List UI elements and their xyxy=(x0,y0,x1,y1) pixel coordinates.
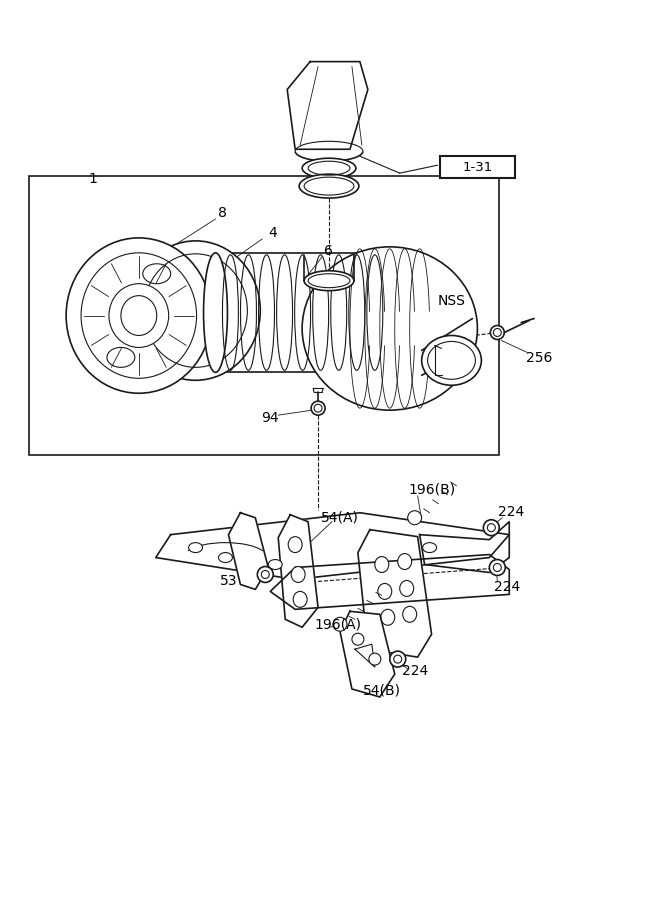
Text: NSS: NSS xyxy=(438,293,466,308)
Ellipse shape xyxy=(490,560,506,575)
Polygon shape xyxy=(358,530,432,657)
Ellipse shape xyxy=(291,566,305,582)
Bar xyxy=(440,157,515,178)
Text: 256: 256 xyxy=(526,351,552,365)
Polygon shape xyxy=(287,61,368,149)
Polygon shape xyxy=(355,644,375,667)
Text: 224: 224 xyxy=(402,664,428,678)
Ellipse shape xyxy=(304,271,354,291)
Ellipse shape xyxy=(378,583,392,599)
Ellipse shape xyxy=(398,554,412,570)
Polygon shape xyxy=(278,515,318,627)
Text: 94: 94 xyxy=(261,411,279,425)
Ellipse shape xyxy=(400,580,414,597)
Text: 54(B): 54(B) xyxy=(363,684,401,698)
Ellipse shape xyxy=(288,536,302,553)
Text: 224: 224 xyxy=(498,505,524,518)
Polygon shape xyxy=(270,554,510,609)
Ellipse shape xyxy=(403,607,417,622)
Ellipse shape xyxy=(131,241,260,381)
Ellipse shape xyxy=(203,253,227,373)
Ellipse shape xyxy=(423,543,437,553)
Polygon shape xyxy=(340,611,395,697)
Ellipse shape xyxy=(189,543,203,553)
Ellipse shape xyxy=(422,336,482,385)
Ellipse shape xyxy=(66,238,211,393)
Ellipse shape xyxy=(381,609,395,626)
Ellipse shape xyxy=(109,284,169,347)
Ellipse shape xyxy=(268,560,282,570)
Ellipse shape xyxy=(408,510,422,525)
Ellipse shape xyxy=(311,401,325,415)
Ellipse shape xyxy=(219,553,232,562)
Text: 1: 1 xyxy=(89,172,97,186)
Ellipse shape xyxy=(390,652,406,667)
Polygon shape xyxy=(228,513,268,590)
Text: 54(A): 54(A) xyxy=(321,510,359,525)
Text: 4: 4 xyxy=(268,226,277,240)
Ellipse shape xyxy=(257,566,273,582)
Ellipse shape xyxy=(302,247,478,410)
Text: 1-31: 1-31 xyxy=(462,161,492,174)
Bar xyxy=(29,176,500,455)
Text: 53: 53 xyxy=(219,574,237,589)
Ellipse shape xyxy=(302,158,356,178)
Ellipse shape xyxy=(293,591,307,608)
Ellipse shape xyxy=(369,653,381,665)
Polygon shape xyxy=(420,522,510,572)
Text: 224: 224 xyxy=(494,580,520,594)
Text: 196(B): 196(B) xyxy=(408,482,455,497)
Ellipse shape xyxy=(299,175,359,198)
Ellipse shape xyxy=(352,634,364,645)
Ellipse shape xyxy=(375,556,389,572)
Text: 8: 8 xyxy=(218,206,227,220)
Ellipse shape xyxy=(333,617,347,631)
Text: 196(A): 196(A) xyxy=(314,617,362,631)
Polygon shape xyxy=(155,513,510,580)
Ellipse shape xyxy=(484,519,500,536)
Ellipse shape xyxy=(490,326,504,339)
Text: 6: 6 xyxy=(323,244,332,257)
